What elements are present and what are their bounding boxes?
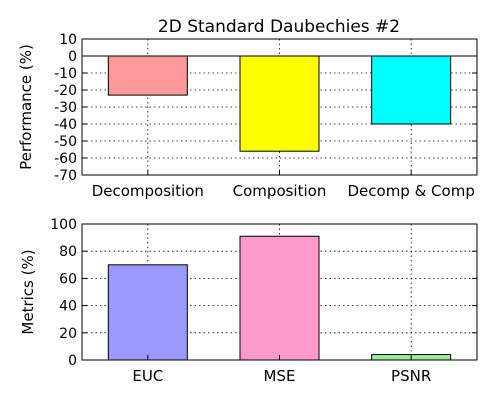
category-label: Decomposition [92, 182, 204, 200]
y-tick-label: 0 [68, 353, 77, 369]
bar [239, 55, 320, 152]
category-label: EUC [132, 367, 163, 385]
y-tick-label: -70 [54, 168, 77, 184]
y-tick-label: -20 [54, 83, 77, 99]
y-tick-label: 20 [59, 326, 77, 342]
chart-title: 2D Standard Daubechies #2 [158, 17, 400, 37]
category-label: Decomp & Comp [347, 182, 474, 200]
y-axis-label: Performance (%) [17, 44, 35, 170]
y-tick-label: 40 [59, 299, 77, 315]
y-tick-label: 80 [59, 244, 77, 260]
y-tick-label: -50 [54, 134, 77, 150]
y-tick-label: -60 [54, 151, 77, 167]
y-tick-label: 60 [59, 271, 77, 287]
y-tick-label: 10 [59, 32, 77, 48]
metrics-chart: 0 20 40 60 80 100 EUC MSE PSNR Metrics (%) [19, 217, 478, 385]
category-label: PSNR [391, 367, 431, 385]
y-tick-label: -40 [54, 117, 77, 133]
y-tick-label: -10 [54, 66, 77, 82]
y-tick-label: -30 [54, 100, 77, 116]
bar [107, 55, 188, 96]
y-tick-label: 0 [68, 49, 77, 65]
category-label: Composition [233, 182, 327, 200]
bar [371, 55, 452, 125]
y-axis-label: Metrics (%) [19, 249, 37, 334]
y-tick-label: 100 [50, 217, 77, 233]
performance-chart: 2D Standard Daubechies #2 100-10-20-30-4… [17, 17, 478, 200]
bar [107, 264, 188, 361]
bar [239, 235, 320, 361]
category-label: MSE [264, 367, 296, 385]
